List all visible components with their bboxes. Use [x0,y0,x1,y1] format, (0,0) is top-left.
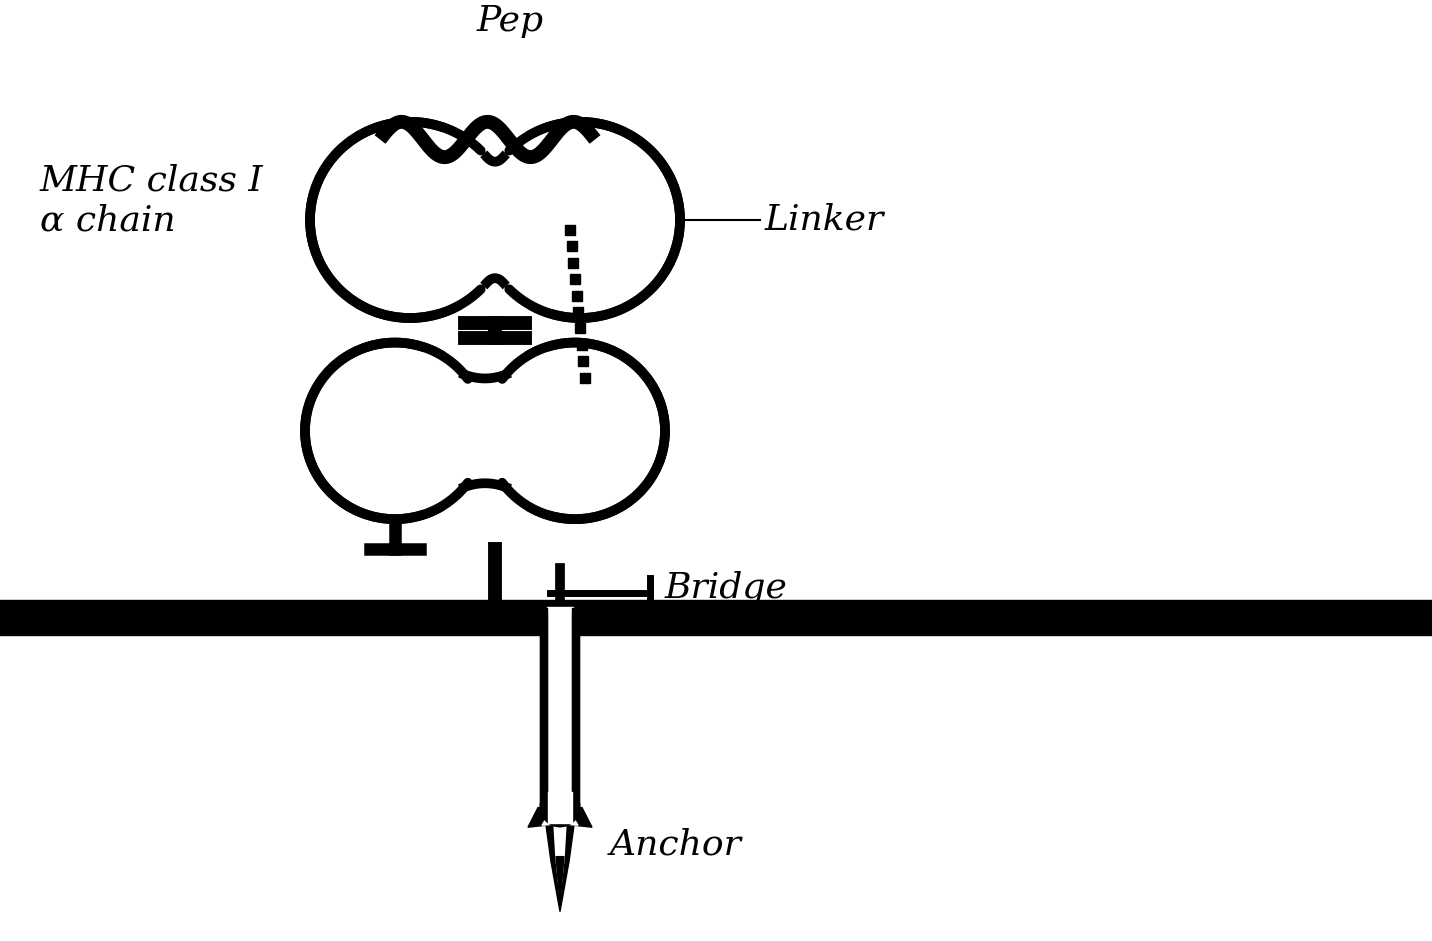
Circle shape [485,343,664,519]
Text: Linker: Linker [765,203,884,237]
Circle shape [305,343,485,519]
Circle shape [480,121,680,318]
Polygon shape [528,807,591,912]
Text: $\beta_2$m: $\beta_2$m [540,403,610,439]
Text: Pep: Pep [477,5,544,39]
Text: MHC class I
α chain: MHC class I α chain [40,164,263,237]
Polygon shape [556,856,564,901]
Text: Anchor: Anchor [610,828,742,862]
Polygon shape [541,812,579,897]
Circle shape [309,121,510,318]
Text: Bridge: Bridge [664,570,788,605]
